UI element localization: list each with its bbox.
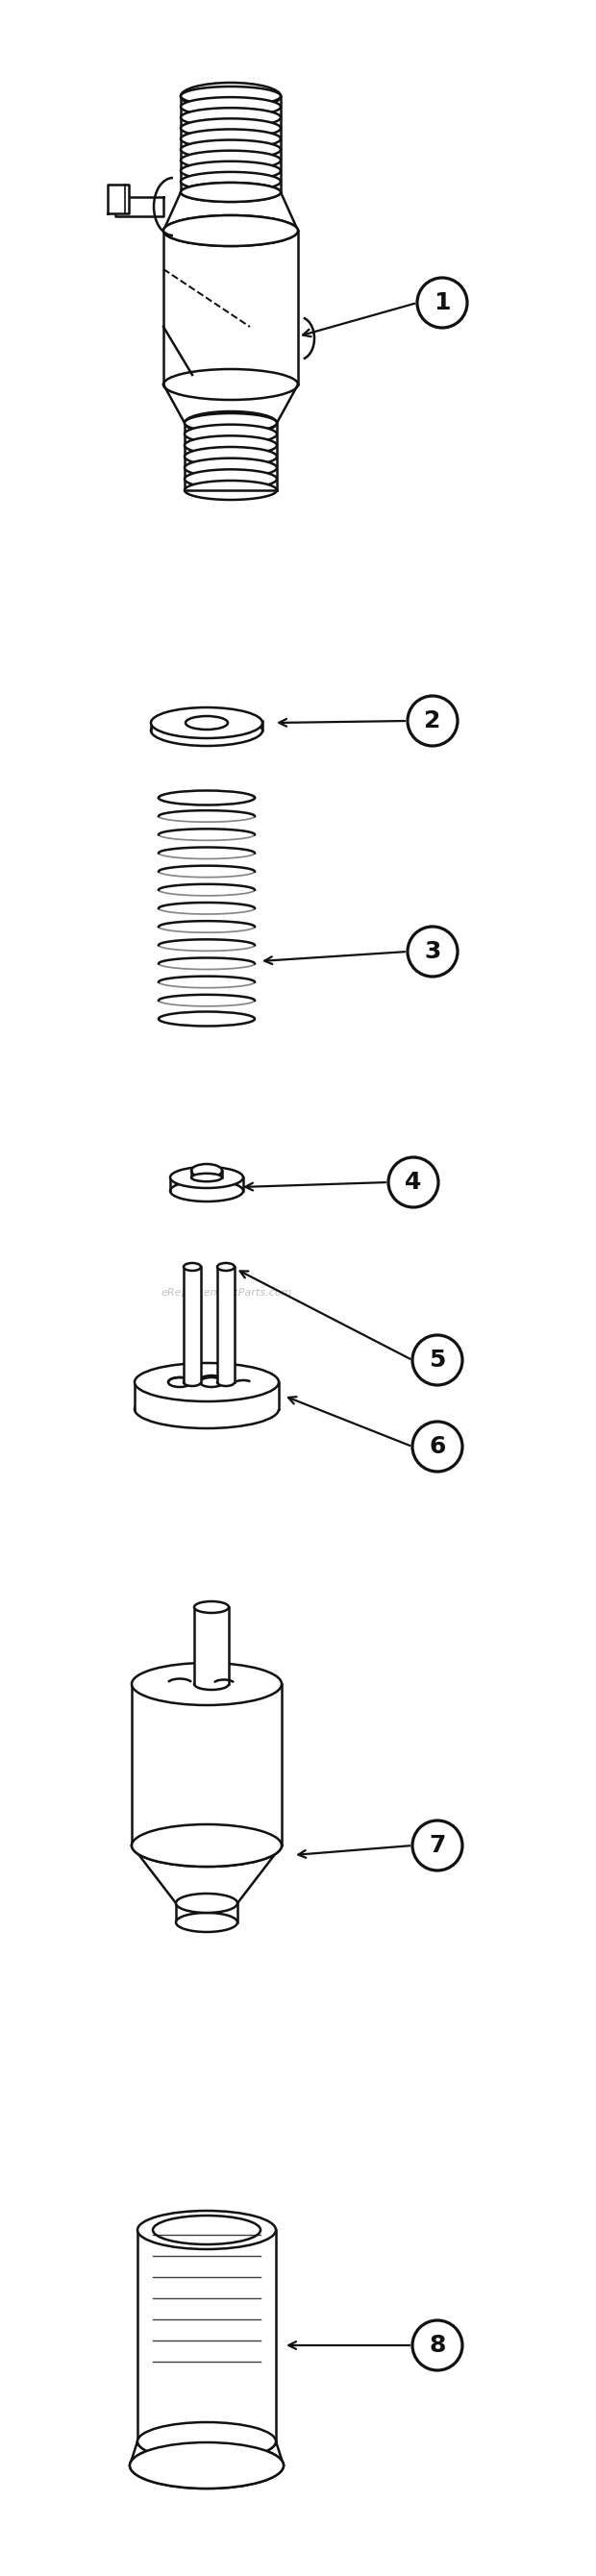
Ellipse shape — [132, 1824, 282, 1868]
Ellipse shape — [168, 1378, 191, 1386]
Ellipse shape — [185, 459, 277, 477]
Ellipse shape — [151, 708, 262, 739]
Ellipse shape — [138, 2421, 276, 2460]
Ellipse shape — [200, 1378, 223, 1386]
Circle shape — [412, 1334, 462, 1386]
Text: 4: 4 — [405, 1170, 422, 1193]
Ellipse shape — [185, 412, 277, 435]
Ellipse shape — [181, 139, 281, 160]
Ellipse shape — [185, 448, 277, 466]
FancyBboxPatch shape — [163, 232, 298, 384]
Ellipse shape — [185, 412, 277, 433]
Circle shape — [408, 927, 458, 976]
Circle shape — [412, 1422, 462, 1471]
FancyBboxPatch shape — [194, 1607, 229, 1685]
Ellipse shape — [138, 2421, 276, 2460]
Ellipse shape — [163, 368, 298, 399]
FancyBboxPatch shape — [132, 1685, 282, 1844]
Ellipse shape — [135, 1363, 279, 1401]
Ellipse shape — [138, 2210, 276, 2249]
Ellipse shape — [181, 88, 281, 106]
Ellipse shape — [135, 1391, 279, 1427]
Ellipse shape — [181, 183, 281, 201]
Ellipse shape — [130, 2442, 284, 2488]
Ellipse shape — [132, 1824, 282, 1868]
FancyBboxPatch shape — [184, 1267, 201, 1383]
Ellipse shape — [181, 149, 281, 170]
Ellipse shape — [170, 1167, 243, 1188]
Circle shape — [408, 696, 458, 747]
Ellipse shape — [181, 82, 281, 111]
Ellipse shape — [185, 482, 277, 500]
Text: 5: 5 — [429, 1350, 446, 1370]
Ellipse shape — [159, 791, 254, 804]
Ellipse shape — [159, 1012, 254, 1025]
Text: eReplacementParts.com: eReplacementParts.com — [161, 1288, 292, 1298]
Circle shape — [412, 2321, 462, 2370]
Text: 6: 6 — [429, 1435, 446, 1458]
Polygon shape — [108, 185, 129, 214]
Ellipse shape — [132, 1664, 282, 1705]
Ellipse shape — [185, 716, 228, 729]
Text: 3: 3 — [424, 940, 441, 963]
Ellipse shape — [185, 425, 277, 443]
Ellipse shape — [218, 1262, 235, 1270]
Ellipse shape — [181, 162, 281, 180]
FancyBboxPatch shape — [138, 2231, 276, 2442]
Ellipse shape — [185, 435, 277, 456]
Ellipse shape — [163, 216, 298, 247]
Circle shape — [389, 1157, 438, 1208]
Ellipse shape — [184, 1378, 201, 1386]
Ellipse shape — [163, 216, 298, 247]
Ellipse shape — [194, 1602, 229, 1613]
FancyBboxPatch shape — [218, 1267, 235, 1383]
Ellipse shape — [170, 1180, 243, 1200]
Ellipse shape — [181, 129, 281, 149]
Ellipse shape — [176, 1893, 237, 1914]
Text: 2: 2 — [424, 708, 441, 732]
Ellipse shape — [191, 1164, 222, 1177]
Text: 7: 7 — [429, 1834, 446, 1857]
Ellipse shape — [151, 716, 262, 747]
Ellipse shape — [130, 2442, 284, 2488]
FancyBboxPatch shape — [135, 1383, 279, 1409]
Text: 8: 8 — [429, 2334, 446, 2357]
Ellipse shape — [181, 98, 281, 116]
Circle shape — [412, 1821, 462, 1870]
Text: 1: 1 — [434, 291, 451, 314]
Ellipse shape — [181, 108, 281, 126]
Ellipse shape — [181, 173, 281, 191]
Ellipse shape — [218, 1378, 235, 1386]
Ellipse shape — [185, 469, 277, 489]
Ellipse shape — [194, 1677, 229, 1690]
Ellipse shape — [176, 1914, 237, 1932]
Ellipse shape — [184, 1262, 201, 1270]
Ellipse shape — [181, 183, 281, 201]
Circle shape — [417, 278, 467, 327]
Ellipse shape — [181, 118, 281, 137]
Polygon shape — [116, 196, 163, 216]
Ellipse shape — [191, 1175, 222, 1182]
Ellipse shape — [153, 2215, 260, 2244]
